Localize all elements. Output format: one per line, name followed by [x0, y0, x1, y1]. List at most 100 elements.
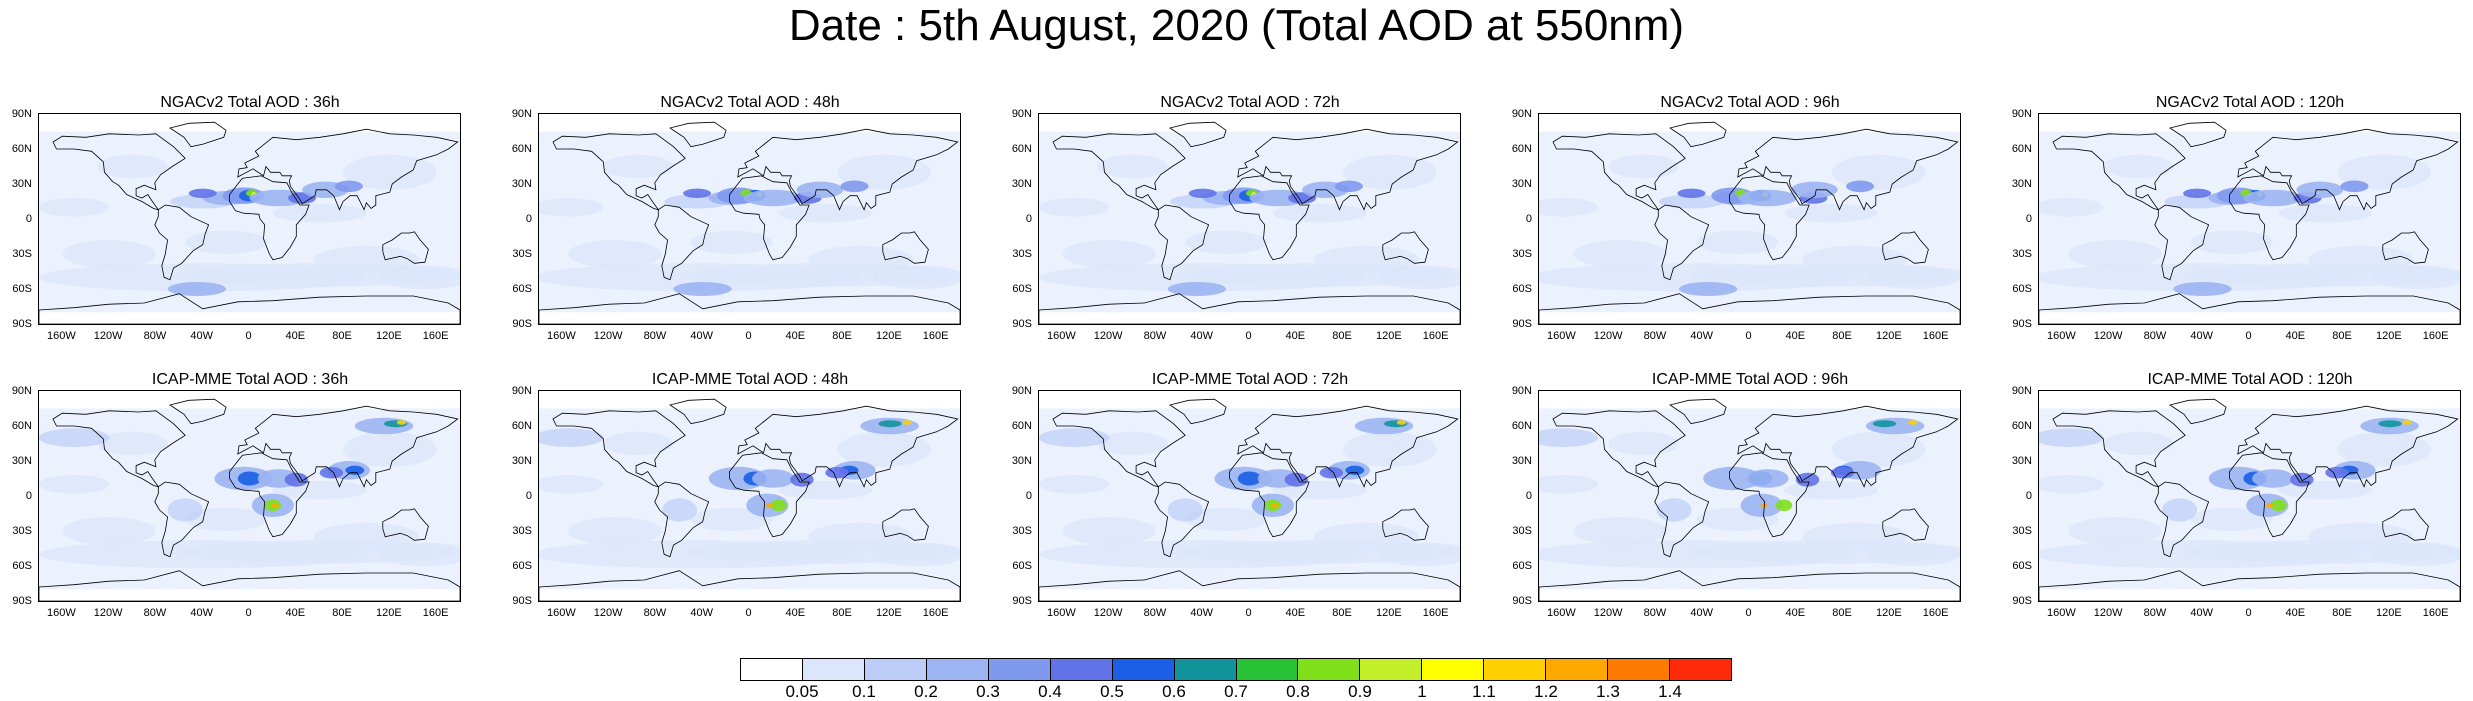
eurasia-coastline — [237, 405, 459, 488]
longitude-tick-label: 160W — [1547, 330, 1576, 342]
panel-title: NGACv2 Total AOD : 120h — [2155, 94, 2345, 111]
aod-plume — [808, 245, 914, 274]
longitude-tick-label: 160W — [1547, 607, 1576, 619]
greenland-coastline — [1669, 398, 1727, 425]
south-america-coastline — [2154, 204, 2210, 281]
map-frame — [38, 390, 461, 602]
australia-coastline — [1382, 508, 1429, 541]
latitude-tick-label: 90S — [2012, 318, 2032, 330]
aod-plume — [603, 154, 674, 179]
aod-plume — [808, 522, 914, 551]
map-panel: ICAP-MME Total AOD : 36h 90N 60N 30N 0 30S 60S… — [0, 370, 500, 619]
aod-plume — [2039, 198, 2104, 217]
aod-plume — [2190, 507, 2273, 531]
aod-plume — [1738, 189, 1797, 207]
greenland-coastline — [1169, 398, 1227, 425]
south-america-coastline — [154, 204, 210, 281]
longitude-tick-label: 120W — [1593, 607, 1623, 619]
longitude-tick-label: 80W — [1643, 607, 1667, 619]
aod-plume — [2308, 245, 2414, 274]
antarctica-coastline — [1539, 293, 1960, 324]
latitude-tick-label: 90S — [1512, 318, 1532, 330]
panel-title: NGACv2 Total AOD : 72h — [1160, 94, 1340, 111]
africa-coastline — [729, 175, 810, 261]
aod-plume — [396, 420, 407, 425]
north-america-coastline — [52, 133, 186, 211]
south-america-coastline — [154, 481, 210, 558]
colorbar-tick-label: 1 — [1417, 682, 1427, 701]
aod-plume — [690, 507, 773, 531]
latitude-tick-label: 90N — [1511, 385, 1532, 397]
colorbar — [740, 658, 1732, 681]
longitude-tick-label: 40W — [2190, 330, 2214, 342]
aod-plume — [539, 198, 604, 217]
aod-plume — [2372, 265, 2460, 289]
latitude-tick-label: 30S — [512, 525, 532, 537]
longitude-tick-label: 80W — [1143, 330, 1167, 342]
longitude-tick-label: 40W — [1690, 607, 1714, 619]
aod-plume — [313, 245, 419, 274]
longitude-tick-label: 160W — [2047, 607, 2076, 619]
antarctica-coastline — [39, 570, 460, 601]
colorbar-swatch — [1236, 659, 1299, 680]
longitude-tick-label: 80W — [1143, 607, 1167, 619]
longitude-tick-label: 40W — [690, 607, 714, 619]
longitude-tick-label: 0 — [2245, 607, 2252, 619]
longitude-tick-label: 80E — [1832, 330, 1852, 342]
aod-plume — [603, 431, 674, 456]
colorbar-swatch — [802, 659, 865, 680]
aod-plume — [1677, 188, 1706, 198]
longitude-tick-label: 40W — [690, 330, 714, 342]
aod-plume — [690, 230, 773, 254]
australia-coastline — [382, 231, 429, 264]
aod-plume — [1284, 472, 1308, 487]
aod-plume — [1573, 517, 1668, 545]
aod-map — [1039, 121, 1460, 324]
longitude-tick-label: 40E — [785, 330, 806, 342]
aod-plume — [2103, 431, 2174, 456]
longitude-tick-label: 80W — [1643, 330, 1667, 342]
greenland-coastline — [1669, 121, 1727, 148]
latitude-tick-label: 90S — [12, 595, 32, 607]
colorbar-tick-label: 1.3 — [1596, 682, 1620, 701]
aod-plume — [837, 154, 931, 190]
aod-map — [539, 398, 960, 601]
longitude-tick-label: 0 — [245, 330, 252, 342]
latitude-tick-label: 90S — [512, 595, 532, 607]
africa-coastline — [1729, 175, 1810, 261]
latitude-tick-label: 60N — [1011, 143, 1032, 155]
africa-coastline — [229, 175, 310, 261]
aod-plume — [378, 265, 460, 289]
longitude-tick-label: 80W — [2143, 330, 2167, 342]
aod-plume — [2308, 522, 2414, 551]
north-america-coastline — [2052, 133, 2186, 211]
north-america-coastline — [1552, 133, 1686, 211]
colorbar-swatch — [1546, 659, 1609, 680]
colorbar-tick-label: 0.6 — [1162, 682, 1186, 701]
aod-plume — [1539, 428, 1598, 447]
colorbar-tick-label: 0.7 — [1224, 682, 1248, 701]
aod-plume — [2278, 203, 2373, 223]
latitude-tick-label: 60N — [511, 143, 532, 155]
latitude-tick-label: 60S — [12, 560, 32, 572]
latitude-tick-label: 60N — [1511, 143, 1532, 155]
africa-coastline — [1229, 452, 1310, 538]
aod-plume — [2266, 503, 2274, 508]
map-frame — [1038, 113, 1461, 325]
latitude-tick-label: 30N — [511, 178, 532, 190]
map-panel: ICAP-MME Total AOD : 72h 90N 60N 30N 0 30S 60S… — [1000, 370, 1500, 619]
panel-title: ICAP-MME Total AOD : 48h — [651, 371, 849, 388]
map-panel: NGACv2 Total AOD : 120h 90N 60N 30N 0 30S 60S 9… — [2000, 93, 2473, 342]
aod-plume — [167, 282, 227, 296]
longitude-tick-label: 40W — [190, 607, 214, 619]
latitude-tick-label: 30S — [2012, 248, 2032, 260]
aod-plume — [2173, 282, 2232, 296]
greenland-coastline — [669, 398, 727, 425]
aod-plume — [2183, 188, 2212, 198]
longitude-tick-label: 80W — [143, 607, 167, 619]
aod-plume — [872, 265, 960, 289]
africa-coastline — [229, 452, 310, 538]
aod-plume — [539, 475, 604, 494]
latitude-tick-label: 30N — [2011, 455, 2032, 467]
aod-plume — [345, 465, 365, 475]
